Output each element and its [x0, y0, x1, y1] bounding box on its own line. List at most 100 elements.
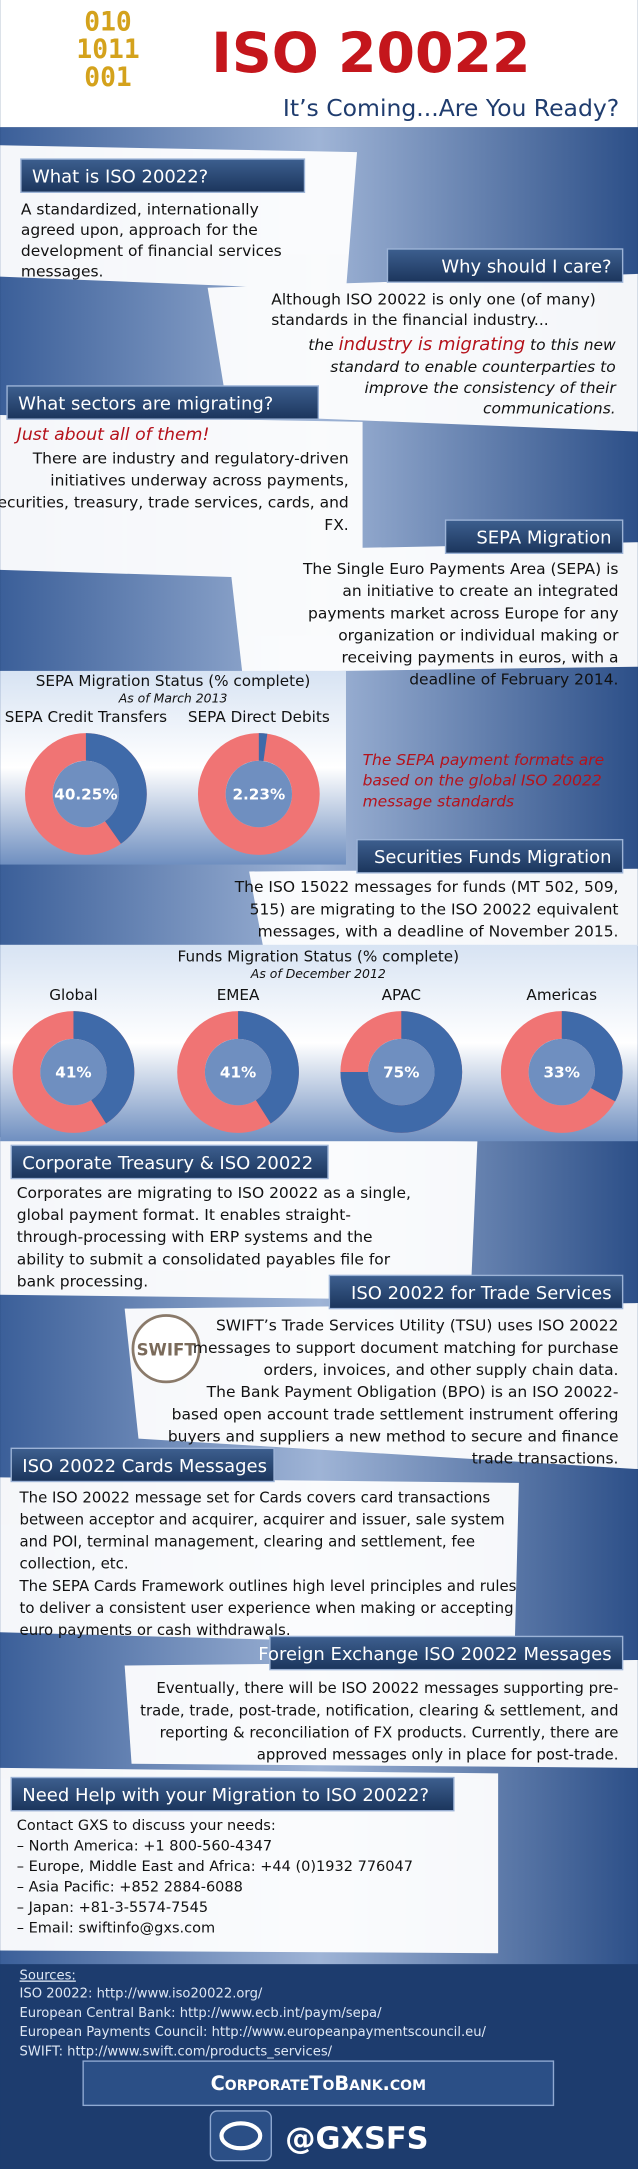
donut-label: SEPA Credit Transfers — [5, 708, 167, 726]
text-line: – Asia Pacific: +852 2884-6088 — [17, 1880, 243, 1896]
swift-logo — [131, 1314, 201, 1384]
heading: Why should I care? — [441, 257, 611, 278]
text-line: European Payments Council: http://www.eu… — [20, 2025, 487, 2040]
heading-box — [20, 158, 306, 193]
heading-box — [6, 385, 319, 420]
text-line: trade, trade, post-trade, notification, … — [140, 1701, 618, 1719]
text-line: 515) are migrating to the ISO 20022 equi… — [250, 900, 619, 918]
heading-box — [10, 1144, 329, 1180]
text-line: FX. — [324, 516, 348, 534]
text-line: payments market across Europe for any — [308, 604, 618, 622]
text-line: deadline of February 2014. — [409, 671, 618, 689]
text-line: organization or individual making or — [338, 626, 619, 644]
text-line: standard to enable counterparties to — [330, 358, 615, 376]
donut-arc — [85, 733, 147, 844]
text-line: ability to submit a consolidated payable… — [17, 1250, 391, 1268]
donut-hole — [204, 1038, 272, 1106]
text-line: Corporates are migrating to ISO 20022 as… — [17, 1184, 411, 1202]
text-line: orders, invoices, and other supply chain… — [263, 1361, 618, 1379]
text-line: A standardized, internationally — [21, 200, 259, 218]
heading: What is ISO 20022? — [32, 167, 208, 188]
text-line: trade transactions. — [472, 1450, 619, 1468]
text-line: The ISO 20022 message set for Cards cove… — [19, 1488, 491, 1506]
text-line: There are industry and regulatory-driven — [32, 449, 349, 467]
text-line: an initiative to create an integrated — [342, 582, 618, 600]
text-line: reporting & reconciliation of FX product… — [160, 1723, 619, 1741]
swift-text: SWIFT — [137, 1341, 197, 1360]
heading: Securities Funds Migration — [374, 847, 612, 868]
heading-box — [356, 838, 624, 874]
heading: Foreign Exchange ISO 20022 Messages — [258, 1644, 611, 1665]
text-line: Eventually, there will be ISO 20022 mess… — [156, 1679, 618, 1697]
donut-value-label: 33% — [544, 1064, 580, 1082]
text-line: 1011 — [76, 35, 139, 65]
donut-hole — [40, 1038, 107, 1106]
text-line: to deliver a consistent user experience … — [20, 1599, 514, 1617]
donut-value-label: 41% — [220, 1064, 256, 1082]
heading: SEPA Migration — [476, 528, 611, 549]
text-line: 010 — [84, 7, 131, 37]
donut-value-label: 75% — [383, 1064, 419, 1082]
text-line: message standards — [363, 792, 515, 810]
donut-label: SEPA Direct Debits — [188, 708, 330, 726]
text-line: securities, treasury, trade services, ca… — [0, 494, 349, 512]
text-line: bank processing. — [17, 1272, 148, 1290]
donut-label: EMEA — [217, 986, 260, 1004]
gxs-logo-mark — [219, 2121, 263, 2151]
donut-hole — [368, 1038, 435, 1106]
heading-box — [10, 1776, 455, 1812]
header-bg — [0, 0, 638, 128]
text-line: and POI, terminal management, clearing a… — [20, 1533, 476, 1551]
donut-arc — [73, 1011, 135, 1124]
donut-value-label: 2.23% — [232, 786, 285, 804]
subtitle: It’s Coming...Are You Ready? — [283, 94, 619, 122]
text-line: The Bank Payment Obligation (BPO) is an … — [206, 1383, 619, 1401]
highlight-part: to this new — [525, 336, 616, 354]
handle: @GXSFS — [285, 2121, 428, 2156]
donut-value-label: 41% — [55, 1064, 91, 1082]
text-line: standards in the financial industry... — [271, 311, 548, 329]
text-line: – Europe, Middle East and Africa: +44 (0… — [17, 1859, 413, 1875]
chart-title: Funds Migration Status (% complete) — [178, 947, 460, 965]
text-line: agreed upon, approach for the — [21, 221, 258, 239]
text-line: initiatives underway across payments, — [50, 472, 348, 490]
donut-label: APAC — [382, 986, 421, 1004]
highlight-part: industry is migrating — [339, 334, 526, 355]
heading-box — [10, 1447, 275, 1483]
chart-subtitle: As of March 2013 — [118, 691, 228, 706]
chart-subtitle: As of December 2012 — [250, 966, 386, 981]
donut-label: Americas — [526, 986, 597, 1004]
text-line: collection, etc. — [20, 1555, 129, 1573]
text-line: messages to support document matching fo… — [193, 1339, 619, 1357]
text-line: The ISO 15022 messages for funds (MT 502… — [234, 878, 619, 896]
chart-title: SEPA Migration Status (% complete) — [36, 672, 311, 690]
text-line: ISO 20022: http://www.iso20022.org/ — [20, 1986, 263, 2001]
text-line: development of financial services — [21, 242, 282, 260]
text-line: – North America: +1 800-560-4347 — [17, 1839, 272, 1855]
donut-arc — [258, 733, 268, 762]
donut-arc — [238, 1011, 299, 1124]
text-line: receiving payments in euros, with a — [342, 649, 619, 667]
text-line: based open account trade settlement inst… — [172, 1405, 619, 1423]
text-line: euro payments or cash withdrawals. — [20, 1621, 291, 1639]
text-line: messages. — [21, 263, 104, 281]
text-line: – Email: swiftinfo@gxs.com — [17, 1920, 215, 1936]
heading-box — [328, 1274, 624, 1310]
heading: ISO 20022 Cards Messages — [22, 1456, 267, 1477]
text-line: Contact GXS to discuss your needs: — [17, 1818, 276, 1834]
donut-label: Global — [49, 986, 98, 1004]
text-line: between acceptor and acquirer, acquirer … — [20, 1510, 505, 1528]
gxs-logo — [209, 2110, 272, 2162]
highlight-line: the industry is migrating to this new — [308, 334, 616, 355]
donut-hole — [528, 1038, 595, 1106]
site-banner — [82, 2060, 555, 2107]
heading: ISO 20022 for Trade Services — [351, 1283, 612, 1304]
text-line: The SEPA payment formats are — [363, 751, 605, 769]
text-line: The Single Euro Payments Area (SEPA) is — [302, 560, 619, 578]
text-line: based on the global ISO 20022 — [363, 772, 602, 790]
text-line: – Japan: +81-3-5574-7545 — [17, 1900, 208, 1916]
text-line: European Central Bank: http://www.ecb.in… — [20, 2006, 383, 2021]
text-line: messages, with a deadline of November 20… — [258, 922, 619, 940]
text-line: 001 — [84, 63, 131, 93]
